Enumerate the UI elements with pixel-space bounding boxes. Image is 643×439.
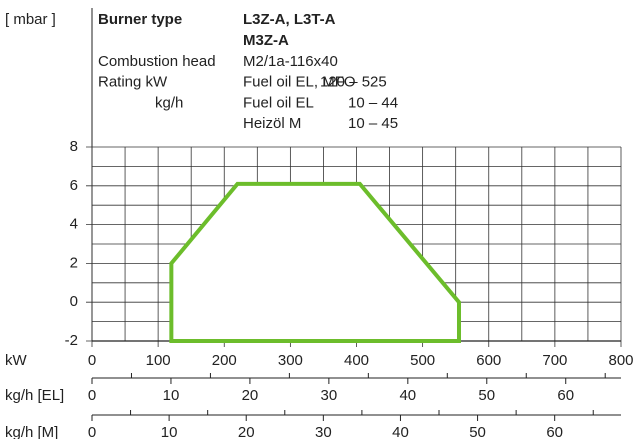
y-tick-label: 6 [70, 177, 78, 194]
tick-label: 50 [469, 424, 486, 439]
tick-label: 10 [163, 387, 180, 404]
header-text: M2/1a-116x40 [243, 53, 338, 70]
tick-label: 50 [478, 387, 495, 404]
x-tick-label: 700 [542, 352, 567, 369]
x-tick-label: 200 [212, 352, 237, 369]
x-tick-label: 400 [344, 352, 369, 369]
tick-label: 10 [161, 424, 178, 439]
x-tick-label: 100 [146, 352, 171, 369]
tick-label: 30 [315, 424, 332, 439]
header-range: 120 – 525 [320, 74, 387, 91]
x-axis-label: kW [5, 352, 28, 369]
header-text: Fuel oil EL, MFO [243, 74, 356, 91]
header-text: Fuel oil EL [243, 94, 314, 111]
header-label: Combustion head [98, 53, 216, 70]
y-tick-label: 8 [70, 138, 78, 155]
tick-label: 30 [321, 387, 338, 404]
x-tick-label: 600 [476, 352, 501, 369]
y-tick-label: 2 [70, 254, 78, 271]
axis-label: kg/h [M] [5, 424, 58, 439]
header-label: Rating kW [98, 74, 168, 91]
y-tick-label: 0 [70, 293, 78, 310]
tick-label: 60 [557, 387, 574, 404]
header-range: 10 – 45 [348, 115, 398, 132]
x-tick-label: 300 [278, 352, 303, 369]
header-label: kg/h [155, 94, 183, 111]
x-tick-label: 0 [88, 352, 96, 369]
header-range: 10 – 44 [348, 94, 398, 111]
working-field [169, 181, 461, 343]
header-label: Burner type [98, 11, 182, 28]
tick-label: 20 [242, 387, 259, 404]
axis-label: kg/h [EL] [5, 387, 64, 404]
tick-label: 40 [399, 387, 416, 404]
y-tick-label: -2 [65, 332, 78, 349]
tick-label: 20 [238, 424, 255, 439]
y-axis-label: [ mbar ] [5, 11, 56, 28]
burner-type: M3Z-A [243, 32, 289, 49]
x-tick-label: 500 [410, 352, 435, 369]
tick-label: 60 [546, 424, 563, 439]
tick-label: 40 [392, 424, 409, 439]
x-tick-label: 800 [608, 352, 633, 369]
tick-label: 0 [88, 387, 96, 404]
header-text: Heizöl M [243, 115, 301, 132]
tick-label: 0 [88, 424, 96, 439]
y-tick-label: 4 [70, 216, 78, 233]
burner-type: L3Z-A, L3T-A [243, 11, 336, 28]
